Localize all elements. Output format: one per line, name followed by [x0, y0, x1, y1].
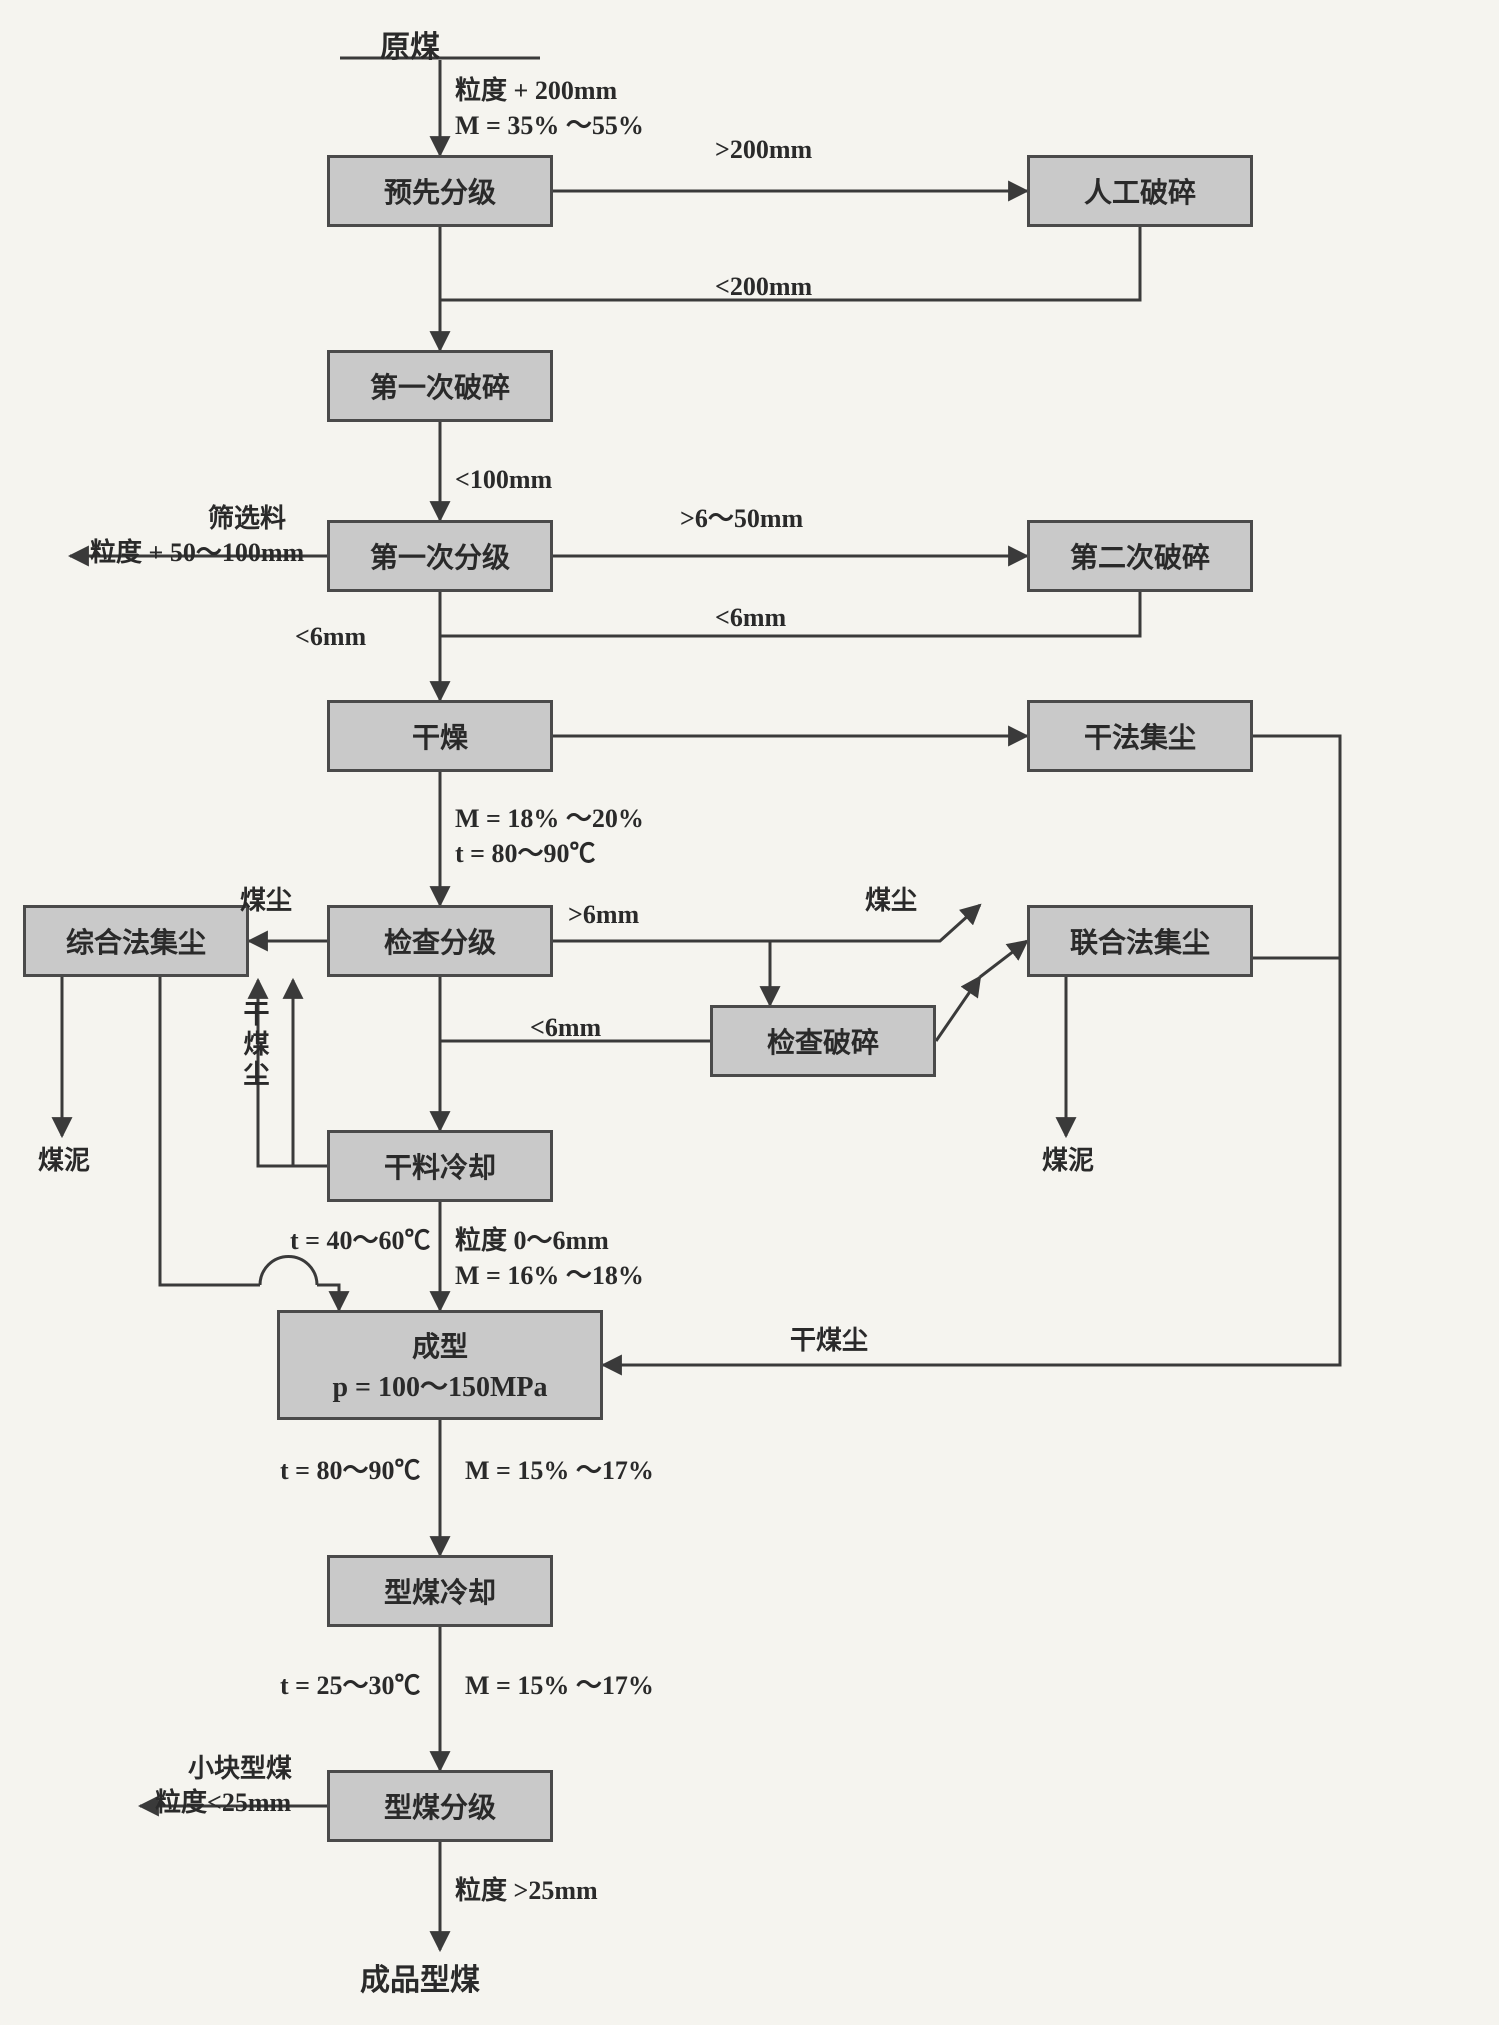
edge-label-3: >200mm	[715, 135, 812, 165]
node-crush2: 第二次破碎	[1027, 520, 1253, 592]
edge-label-9: <6mm	[715, 603, 786, 633]
edge-label-23: 干煤尘	[790, 1320, 868, 1357]
node-union_dust: 联合法集尘	[1027, 905, 1253, 977]
edge-label-16: <6mm	[530, 1013, 601, 1043]
edge-label-28: 小块型煤	[188, 1748, 292, 1785]
node-check_cr: 检查破碎	[710, 1005, 936, 1077]
edge-label-2: M = 35% ～55%	[455, 105, 644, 142]
edge-label-20: t = 40～60℃	[290, 1220, 430, 1257]
edge-14	[936, 977, 980, 1041]
edge-label-0: 原煤	[380, 22, 440, 66]
node-pre_sep: 预先分级	[327, 155, 553, 227]
edge-label-8: >6～50mm	[680, 498, 803, 535]
node-sep1: 第一次分级	[327, 520, 553, 592]
edge-label-10: <6mm	[295, 622, 366, 652]
edge-label-14: >6mm	[568, 900, 639, 930]
edge-label-21: 粒度 0～6mm	[455, 1220, 609, 1257]
edge-label-12: t = 80～90℃	[455, 833, 595, 870]
node-drydust: 干法集尘	[1027, 700, 1253, 772]
node-bsep: 型煤分级	[327, 1770, 553, 1842]
edge-label-17: 煤泥	[38, 1140, 90, 1177]
edge-label-4: <200mm	[715, 272, 812, 302]
edge-12	[553, 941, 770, 1005]
edge-20	[1253, 736, 1340, 958]
edge-16	[440, 1041, 710, 1130]
edge-label-6: 筛选料	[208, 498, 286, 535]
edge-label-13: 煤尘	[240, 880, 292, 917]
edge-label-11: M = 18% ～20%	[455, 798, 644, 835]
edge-label-7: 粒度 + 50～100mm	[90, 532, 304, 569]
edge-label-31: 成品型煤	[360, 1955, 480, 1999]
edge-27	[317, 1285, 339, 1310]
edge-label-18: 煤泥	[1042, 1140, 1094, 1177]
edge-label-19: 干煤尘	[236, 1000, 273, 1090]
edge-label-1: 粒度 + 200mm	[455, 70, 617, 107]
edge-label-5: <100mm	[455, 465, 552, 495]
edge-label-30: 粒度 >25mm	[455, 1870, 598, 1907]
edge-label-27: M = 15% ～17%	[465, 1665, 654, 1702]
node-cool_dry: 干料冷却	[327, 1130, 553, 1202]
node-forming: 成型 p = 100～150MPa	[277, 1310, 603, 1420]
edge-label-22: M = 16% ～18%	[455, 1255, 644, 1292]
flowchart-canvas: 预先分级 人工破碎第一次破碎第一次分级 第二次破碎干燥 干法集尘综合法集尘 检查分级 联合…	[0, 0, 1499, 2025]
edge-label-24: t = 80～90℃	[280, 1450, 420, 1487]
edge-7	[440, 592, 1140, 700]
edge-label-25: M = 15% ～17%	[465, 1450, 654, 1487]
node-check_sep: 检查分级	[327, 905, 553, 977]
node-dry: 干燥	[327, 700, 553, 772]
node-manual: 人工破碎	[1027, 155, 1253, 227]
edge-label-15: 煤尘	[865, 880, 917, 917]
edge-15	[980, 941, 1027, 977]
node-crush1: 第一次破碎	[327, 350, 553, 422]
edge-label-29: 粒度<25mm	[155, 1782, 291, 1819]
node-comb_dust: 综合法集尘	[23, 905, 249, 977]
node-bcool: 型煤冷却	[327, 1555, 553, 1627]
edge-label-26: t = 25～30℃	[280, 1665, 420, 1702]
